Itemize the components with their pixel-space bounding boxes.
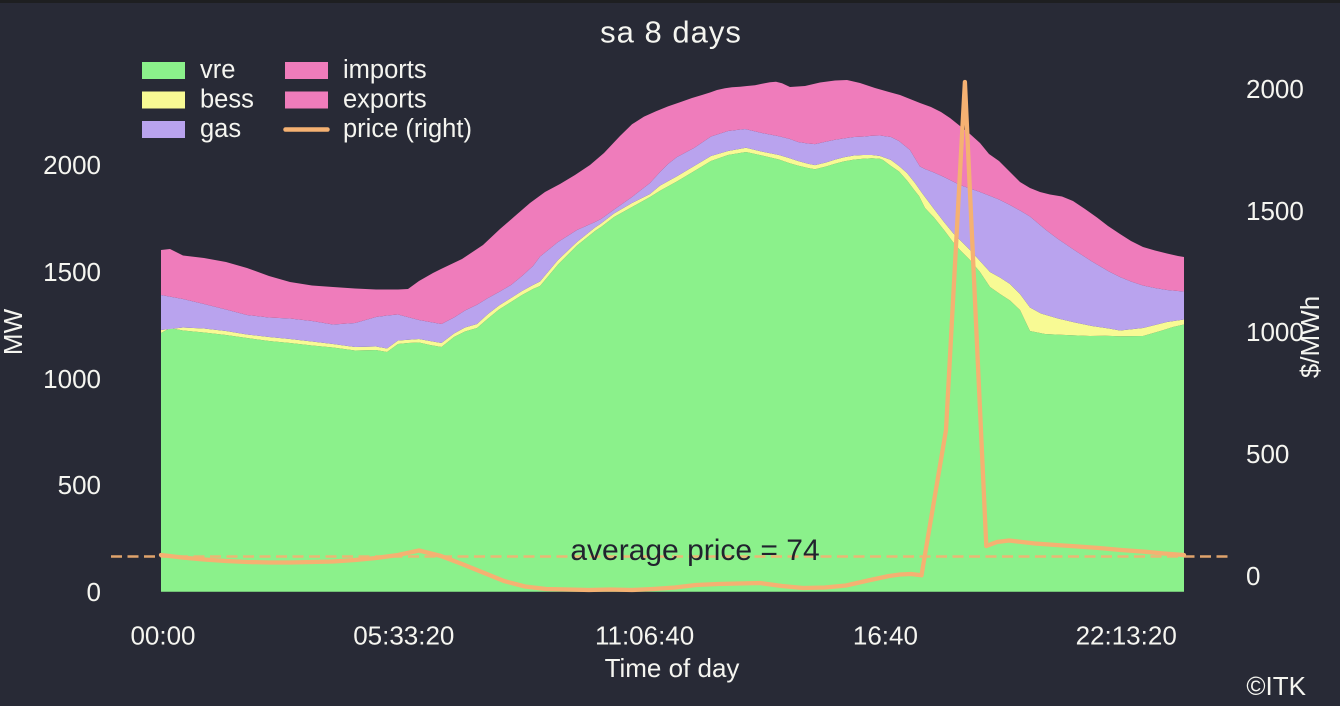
svg-text:22:13:20: 22:13:20 — [1076, 621, 1177, 651]
svg-text:500: 500 — [58, 470, 101, 500]
svg-text:0: 0 — [87, 577, 101, 607]
svg-text:11:06:40: 11:06:40 — [595, 621, 694, 651]
svg-text:500: 500 — [1246, 439, 1289, 469]
svg-text:vre: vre — [200, 56, 235, 84]
svg-text:1000: 1000 — [1246, 317, 1304, 347]
svg-text:2000: 2000 — [43, 150, 101, 180]
svg-text:05:33:20: 05:33:20 — [353, 621, 454, 651]
svg-text:sa 8 days: sa 8 days — [600, 15, 742, 50]
svg-text:1500: 1500 — [43, 257, 101, 287]
svg-text:2000: 2000 — [1246, 74, 1304, 104]
svg-text:1500: 1500 — [1246, 196, 1304, 226]
svg-text:00:00: 00:00 — [130, 621, 195, 651]
svg-text:16:40: 16:40 — [853, 621, 918, 651]
svg-text:average price = 74: average price = 74 — [570, 534, 819, 567]
svg-text:0: 0 — [1246, 561, 1260, 591]
svg-text:price (right): price (right) — [343, 115, 472, 143]
svg-text:MW: MW — [0, 308, 28, 355]
svg-text:exports: exports — [343, 86, 427, 114]
svg-text:Time of day: Time of day — [605, 653, 740, 683]
svg-text:$/MWh: $/MWh — [1295, 296, 1325, 378]
svg-text:1000: 1000 — [43, 364, 101, 394]
svg-text:©ITK: ©ITK — [1246, 671, 1306, 701]
svg-text:bess: bess — [200, 86, 254, 114]
svg-text:imports: imports — [343, 56, 427, 84]
svg-text:gas: gas — [200, 115, 241, 143]
